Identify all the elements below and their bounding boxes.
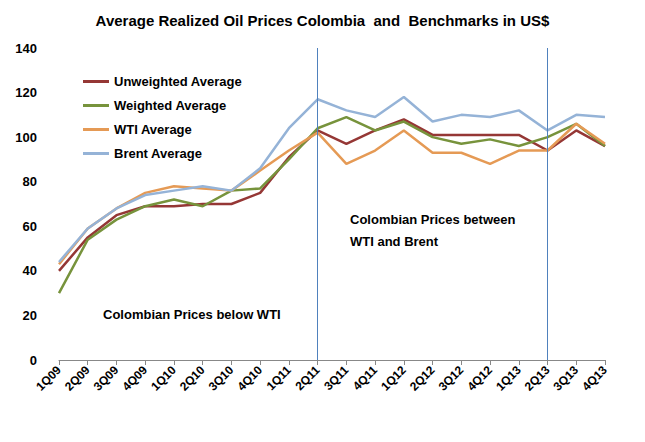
svg-text:Brent Average: Brent Average	[114, 146, 202, 161]
svg-text:Unweighted Average: Unweighted Average	[114, 74, 242, 89]
svg-text:4Q10: 4Q10	[234, 363, 265, 394]
svg-text:3Q12: 3Q12	[436, 363, 467, 394]
svg-text:3Q11: 3Q11	[321, 363, 351, 393]
svg-text:Average Realized Oil Prices Co: Average Realized Oil Prices Colombia and…	[96, 12, 550, 29]
svg-text:40: 40	[23, 263, 37, 278]
svg-text:1Q12: 1Q12	[378, 363, 409, 394]
svg-text:1Q13: 1Q13	[493, 363, 524, 394]
svg-text:4Q13: 4Q13	[579, 363, 610, 394]
svg-text:1Q09: 1Q09	[33, 363, 64, 394]
svg-text:4Q09: 4Q09	[120, 363, 151, 394]
svg-text:2Q12: 2Q12	[407, 363, 438, 394]
svg-text:60: 60	[23, 219, 37, 234]
svg-text:1Q11: 1Q11	[264, 363, 294, 393]
svg-text:100: 100	[15, 130, 37, 145]
svg-text:Colombian Prices below WTI: Colombian Prices below WTI	[103, 307, 281, 322]
svg-text:0: 0	[30, 353, 37, 368]
svg-text:2Q10: 2Q10	[177, 363, 208, 394]
svg-text:140: 140	[15, 41, 37, 56]
svg-text:2Q09: 2Q09	[62, 363, 93, 394]
svg-text:1Q10: 1Q10	[148, 363, 179, 394]
svg-text:4Q11: 4Q11	[350, 363, 380, 393]
svg-text:WTI Average: WTI Average	[114, 122, 192, 137]
svg-text:Colombian Prices between: Colombian Prices between	[350, 212, 519, 227]
svg-text:WTI and Brent: WTI and Brent	[350, 234, 439, 249]
svg-text:2Q11: 2Q11	[292, 363, 322, 393]
svg-text:3Q13: 3Q13	[551, 363, 582, 394]
svg-text:4Q12: 4Q12	[464, 363, 495, 394]
svg-text:120: 120	[15, 85, 37, 100]
svg-text:80: 80	[23, 174, 37, 189]
svg-text:2Q13: 2Q13	[522, 363, 553, 394]
svg-text:Weighted Average: Weighted Average	[114, 98, 226, 113]
svg-text:3Q09: 3Q09	[91, 363, 122, 394]
svg-text:3Q10: 3Q10	[206, 363, 237, 394]
svg-text:20: 20	[23, 308, 37, 323]
